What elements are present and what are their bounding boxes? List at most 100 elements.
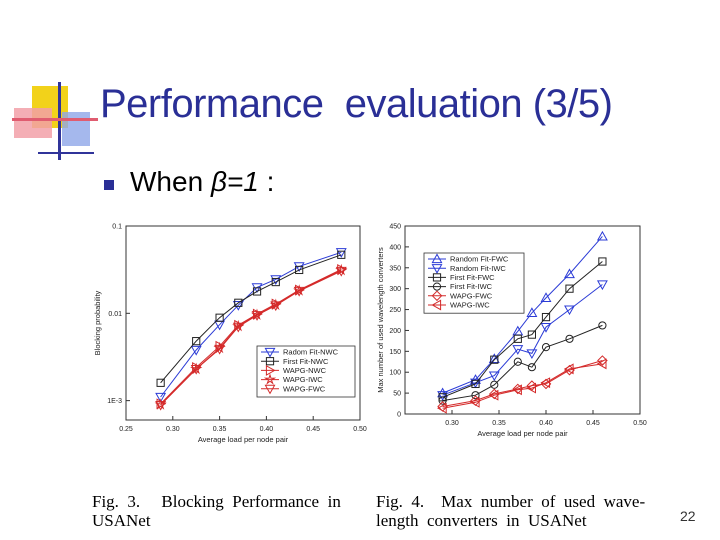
fig4-series-point [564,268,575,279]
fig4-ylabel: Max number of used wavelength converters [376,247,385,393]
fig4-ytick-label: 300 [389,286,401,293]
fig4-series-point [540,377,551,389]
fig3-legend-marker [265,364,276,376]
fig4-series-point [563,363,574,375]
fig4-series-point [490,380,499,389]
fig4-caption-line2: length converters in USANet [376,511,587,530]
bullet-beta: β=1 [210,166,259,197]
fig4-series-point [565,284,574,293]
fig4-ytick-label: 150 [389,349,401,356]
fig4-ytick-label: 50 [393,391,401,398]
fig3-xtick-label: 0.40 [260,426,274,433]
fig3-legend-label: First Fit-NWC [283,357,329,366]
fig4-ytick-label: 400 [389,244,401,251]
fig4-xtick-label: 0.40 [539,420,553,427]
fig3-chart: 0.25 0.30 0.35 0.40 0.45 0.50 1E-3 0.01 0.1 Avera… [93,224,367,445]
logo-bottom-line [38,152,94,154]
fig3-series-point [337,250,346,259]
fig4-series-point [488,389,499,401]
fig3-ylabel: Blocking probability [93,290,102,355]
fig3-caption-line1: Fig. 3. Blocking Performance in [92,492,341,511]
fig4-series-point [438,393,447,402]
fig3-series-point [155,392,167,403]
fig4-legend-label: Random Fit-FWC [450,255,509,264]
fig3-legend-marker [265,357,275,366]
fig3-series-point [190,364,202,375]
fig3-series-point [155,400,167,411]
fig4-legend-label: WAPG-IWC [450,301,490,310]
fig4-legend-marker [431,290,443,302]
slide-title: Performance evaluation (3/5) [100,82,613,126]
fig3-xlabel: Average load per node pair [198,435,289,444]
fig4-series-point [541,343,551,352]
fig4-series-point [598,257,607,266]
fig4-legend-label: Random Fit-IWC [450,264,506,273]
fig3-legend-label: WAPG-NWC [283,366,327,375]
fig4-xtick-label: 0.35 [492,420,506,427]
fig4-series-point [488,388,500,400]
fig4-series-point [565,334,574,343]
fig4-ytick-label: 250 [389,307,401,314]
fig3-series-point [270,301,282,312]
page-number: 22 [680,508,696,524]
fig4-legend-marker [432,282,442,291]
fig3-legend-marker [264,384,276,395]
fig4-series-point [598,321,607,330]
fig4-series-point [488,353,500,363]
fig4-ytick-label: 350 [389,265,401,272]
fig4-series-point [596,280,608,291]
fig3-ytick-label: 0.1 [112,224,122,231]
fig4-legend-label: WAPG-FWC [450,291,493,300]
fig4-ytick-label: 450 [389,224,401,231]
fig3-series-point [295,265,304,275]
fig3-series-point [252,287,262,296]
fig3-series-point [335,248,347,258]
fig4-plot-frame [404,225,641,415]
fig3-legend-marker [264,347,276,358]
fig4-chart: 0.30 0.35 0.40 0.45 0.50 0 50 100 150 200 250 300 35… [376,224,647,439]
fig3-series-point [232,301,244,311]
fig4-series-point [471,391,480,400]
fig3-series-point [214,344,226,355]
fig3-series-point [293,286,305,297]
fig3-series-point [215,313,224,322]
fig4-series-point [540,323,552,333]
fig4-xtick-label: 0.45 [586,420,600,427]
logo-blue-block [62,112,90,146]
fig4-series-point [471,379,480,389]
fig4-series-point [526,382,536,394]
fig3-legend-label: WAPG-FWC [283,384,326,393]
fig4-legend-label: First Fit-IWC [450,282,493,291]
fig4-series-point [526,307,538,317]
fig3-caption-line2: USANet [92,511,151,530]
logo-vertical-line [58,82,61,160]
fig3-legend-marker [263,373,277,385]
fig4-ytick-label: 200 [389,328,401,335]
fig4-series-point [596,230,608,241]
fig4-series-point [541,312,551,322]
fig3-series-point [335,266,347,277]
logo-red-block [14,108,52,138]
fig4-series-point [596,358,607,370]
fig4-legend-marker [431,264,443,274]
fig4-series-point [512,345,524,355]
fig3-series-point [270,275,282,285]
fig3-series-point [192,337,201,346]
fig4-xtick-label: 0.50 [633,420,647,427]
fig4-series-point [437,391,449,401]
bullet-prefix: When [130,166,211,197]
fig4-legend-marker [432,273,442,282]
fig4-series-point [469,396,480,408]
fig3-xtick-label: 0.50 [353,426,367,433]
fig3-ytick-label: 0.01 [108,311,122,318]
fig4-series-point [490,355,499,364]
fig4-series-point [527,330,536,339]
fig3-xtick-label: 0.30 [166,426,180,433]
fig3-series-point [271,277,280,287]
fig4-series-point [527,363,537,372]
fig4-caption-line1: Fig. 4. Max number of used wave- [376,492,646,511]
bullet-suffix: : [258,166,275,197]
